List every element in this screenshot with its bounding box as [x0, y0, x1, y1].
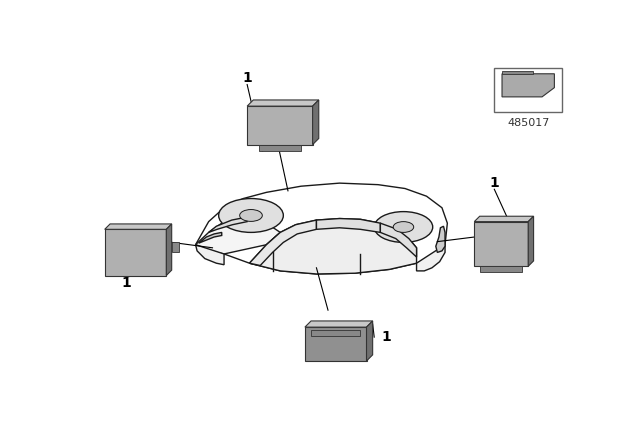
Polygon shape	[305, 327, 367, 361]
Polygon shape	[474, 222, 528, 266]
Polygon shape	[436, 226, 445, 252]
Polygon shape	[259, 145, 301, 151]
Polygon shape	[105, 229, 166, 276]
Text: 485017: 485017	[507, 118, 549, 128]
Polygon shape	[105, 224, 172, 229]
Polygon shape	[380, 223, 417, 257]
Ellipse shape	[219, 198, 284, 233]
Polygon shape	[196, 245, 224, 265]
Ellipse shape	[374, 211, 433, 242]
Polygon shape	[172, 242, 179, 252]
Polygon shape	[311, 330, 360, 336]
Polygon shape	[481, 266, 522, 272]
Polygon shape	[166, 224, 172, 276]
Polygon shape	[417, 245, 445, 271]
Polygon shape	[502, 74, 554, 97]
Polygon shape	[367, 321, 372, 361]
Text: 1: 1	[490, 176, 499, 190]
Ellipse shape	[393, 222, 413, 233]
Polygon shape	[528, 216, 534, 266]
Polygon shape	[502, 71, 533, 74]
Polygon shape	[198, 233, 221, 243]
Polygon shape	[196, 217, 280, 254]
Polygon shape	[312, 100, 319, 145]
FancyBboxPatch shape	[494, 68, 562, 112]
Polygon shape	[305, 321, 372, 327]
Polygon shape	[250, 220, 316, 266]
Polygon shape	[316, 219, 380, 233]
Polygon shape	[247, 106, 312, 145]
Text: 1: 1	[122, 276, 131, 290]
Text: 1: 1	[243, 71, 252, 86]
Polygon shape	[474, 216, 534, 222]
Polygon shape	[196, 183, 447, 274]
Ellipse shape	[240, 210, 262, 221]
Text: 1: 1	[382, 330, 392, 344]
Polygon shape	[247, 100, 319, 106]
Polygon shape	[250, 219, 417, 274]
Polygon shape	[209, 217, 247, 233]
